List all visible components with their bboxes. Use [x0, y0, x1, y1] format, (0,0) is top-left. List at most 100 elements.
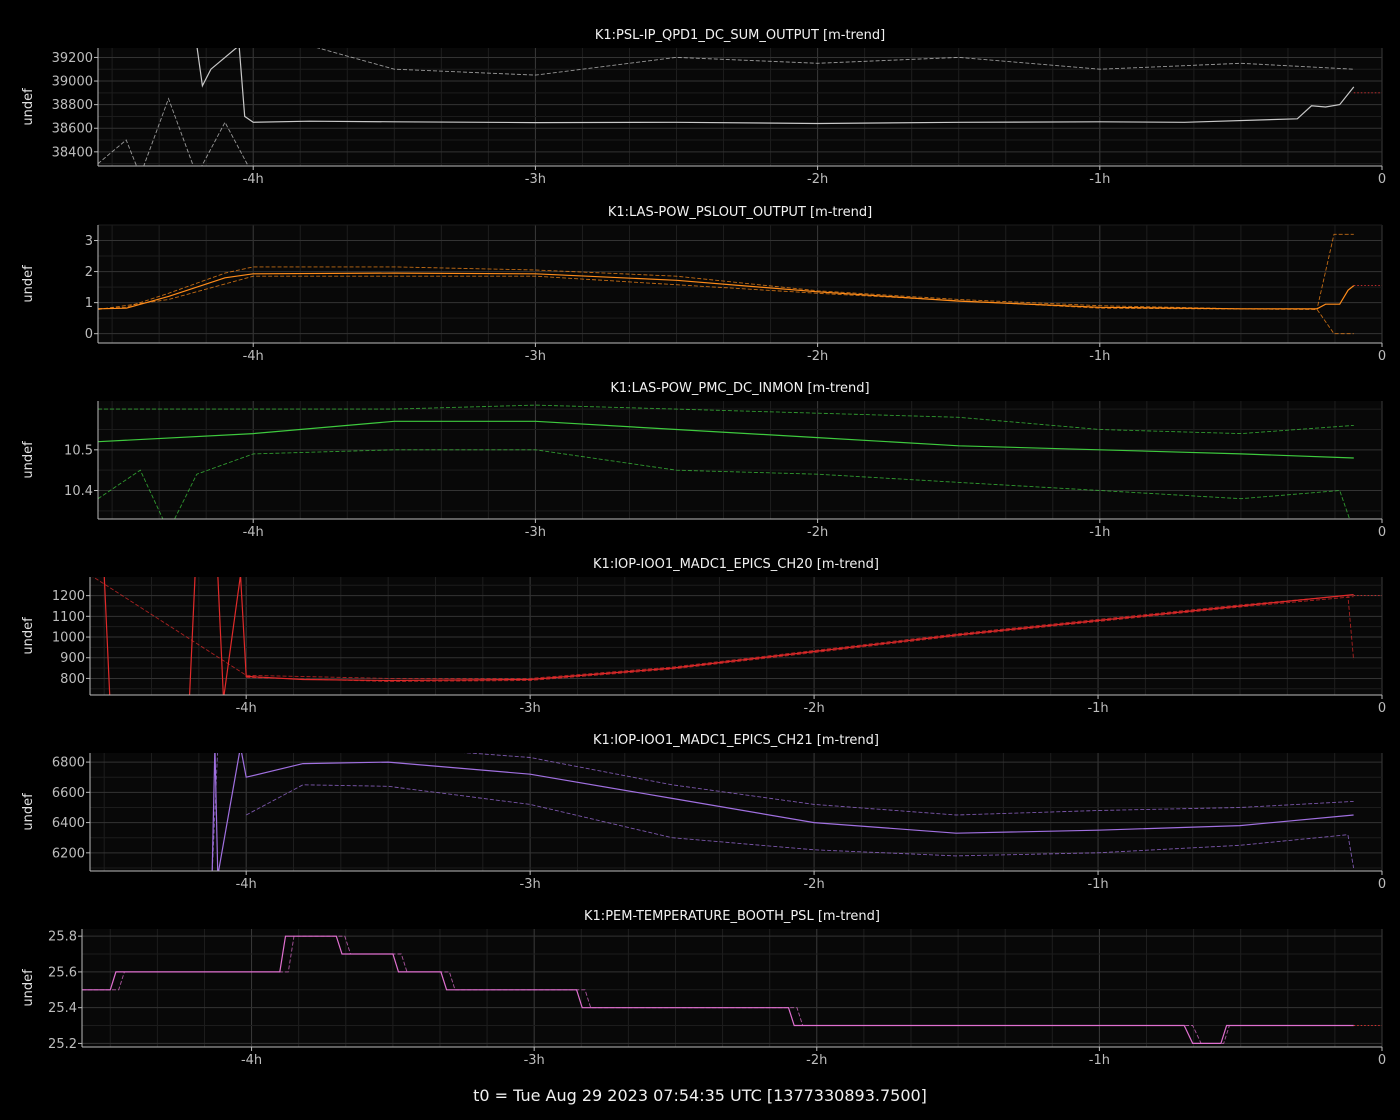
grid	[82, 929, 1383, 1047]
y-tick-label: 10.4	[64, 484, 93, 499]
x-tick-label: -2h	[803, 877, 824, 892]
y-tick-label: 1200	[52, 589, 85, 604]
series-line-1	[82, 935, 1354, 1045]
x-tick-label: -1h	[1089, 525, 1110, 540]
series-line-2	[98, 233, 1354, 310]
x-tick-label: -3h	[520, 877, 541, 892]
series-line-1	[98, 272, 1355, 310]
series-line-3	[245, 784, 1355, 869]
y-tick-label: 3	[85, 234, 93, 249]
panel-title: K1:IOP-IOO1_MADC1_EPICS_CH20 [m-trend]	[593, 557, 879, 572]
panel-title: K1:IOP-IOO1_MADC1_EPICS_CH21 [m-trend]	[593, 733, 879, 748]
x-tick-label: -1h	[1089, 172, 1110, 187]
plot-area	[90, 577, 1382, 695]
x-tick-label: -3h	[524, 1053, 545, 1068]
x-tick-label: -1h	[1087, 877, 1108, 892]
x-tick-label: -3h	[525, 525, 546, 540]
panel-3: 10.4 10.5 -4h -3h -2h -1h 0 K1:LAS-POW_PMC_DC_I…	[21, 381, 1386, 540]
series-group	[92, 577, 1382, 695]
series-group	[211, 753, 1355, 871]
x-tick-label: -3h	[525, 172, 546, 187]
series-line-3	[98, 275, 1354, 335]
plot-area	[82, 929, 1382, 1047]
y-tick-label: 1000	[52, 631, 85, 646]
grid	[90, 577, 1383, 695]
y-tick-label: 39000	[52, 75, 93, 90]
series-line-2	[92, 577, 1355, 679]
panel-title: K1:LAS-POW_PSLOUT_OUTPUT [m-trend]	[608, 205, 872, 220]
x-tick-label: -4h	[241, 1053, 262, 1068]
panel-1: 38400 38600 38800 39000 39200 -4h -3h -2h -1h 0 K1…	[21, 28, 1386, 187]
panel-2: 0 1 2 3 -4h -3h -2h -1h 0 K1:LAS-POW_PSLOUT_OUTPU…	[21, 205, 1386, 364]
x-tick-label: 0	[1378, 877, 1386, 892]
y-tick-label: 6800	[52, 756, 85, 771]
y-tick-label: 38800	[52, 98, 93, 113]
panel-6: 25.2 25.4 25.6 25.8 -4h -3h -2h -1h 0 K1:PEM-TEMP…	[21, 909, 1386, 1068]
x-tick-label: -3h	[520, 701, 541, 716]
grid	[98, 48, 1383, 166]
y-tick-label: 900	[60, 651, 85, 666]
y-tick-label: 38400	[52, 145, 93, 160]
series-group	[98, 233, 1382, 335]
y-tick-label: 0	[85, 327, 93, 342]
y-tick-label: 6200	[52, 846, 85, 861]
series-group	[98, 48, 1382, 166]
series-line-3	[246, 596, 1354, 682]
y-tick-label: 6600	[52, 786, 85, 801]
y-axis-label: undef	[21, 793, 36, 831]
series-line-1	[98, 420, 1354, 459]
x-tick-label: -4h	[236, 877, 257, 892]
x-tick-label: 0	[1378, 701, 1386, 716]
series-line-2	[82, 935, 1354, 1044]
x-tick-label: 0	[1378, 1053, 1386, 1068]
panel-title: K1:PSL-IP_QPD1_DC_SUM_OUTPUT [m-trend]	[595, 28, 885, 43]
x-tick-label: -2h	[807, 172, 828, 187]
x-tick-label: -4h	[243, 172, 264, 187]
y-tick-label: 39200	[52, 51, 93, 66]
panel-4: 800 900 1000 1100 1200 -4h -3h -2h -1h 0 K1:IOP-IO…	[21, 557, 1386, 716]
x-tick-label: -3h	[525, 349, 546, 364]
y-axis-label: undef	[21, 969, 36, 1007]
x-tick-label: -1h	[1089, 349, 1110, 364]
y-tick-label: 38600	[52, 122, 93, 137]
x-tick-label: -2h	[807, 525, 828, 540]
t0-footer: t0 = Tue Aug 29 2023 07:54:35 UTC [13773…	[473, 1086, 927, 1105]
y-axis-label: undef	[21, 617, 36, 655]
x-tick-label: -4h	[236, 701, 257, 716]
plot-area	[98, 48, 1382, 166]
series-group	[98, 404, 1354, 519]
y-tick-label: 800	[60, 672, 85, 687]
y-axis-label: undef	[21, 441, 36, 479]
y-tick-label: 25.8	[48, 930, 77, 945]
y-tick-label: 25.4	[48, 1001, 77, 1016]
y-tick-label: 1	[85, 296, 93, 311]
y-tick-label: 25.2	[48, 1037, 77, 1052]
panel-title: K1:LAS-POW_PMC_DC_INMON [m-trend]	[610, 381, 869, 396]
y-tick-label: 6400	[52, 816, 85, 831]
x-tick-label: -1h	[1089, 1053, 1110, 1068]
y-tick-label: 25.6	[48, 965, 77, 980]
x-tick-label: -4h	[243, 349, 264, 364]
panel-title: K1:PEM-TEMPERATURE_BOOTH_PSL [m-trend]	[584, 909, 880, 924]
y-axis-label: undef	[21, 88, 36, 126]
y-tick-label: 2	[85, 265, 93, 280]
x-tick-label: -1h	[1087, 701, 1108, 716]
series-line-3	[98, 449, 1351, 519]
series-line-2	[98, 404, 1354, 435]
panel-5: 6200 6400 6600 6800 -4h -3h -2h -1h 0 K1:IOP-IOO1…	[21, 733, 1386, 892]
x-tick-label: -4h	[243, 525, 264, 540]
series-line-1	[196, 48, 1355, 125]
series-group	[82, 935, 1382, 1045]
plot-area	[98, 225, 1382, 343]
series-line-1	[211, 753, 1354, 871]
grid	[98, 224, 1383, 343]
x-tick-label: 0	[1378, 349, 1386, 364]
y-tick-label: 10.5	[64, 443, 93, 458]
x-tick-label: -2h	[806, 1053, 827, 1068]
plot-area	[90, 753, 1382, 871]
y-tick-label: 1100	[52, 610, 85, 625]
x-tick-label: -2h	[803, 701, 824, 716]
x-tick-label: 0	[1378, 172, 1386, 187]
x-tick-label: -2h	[807, 349, 828, 364]
